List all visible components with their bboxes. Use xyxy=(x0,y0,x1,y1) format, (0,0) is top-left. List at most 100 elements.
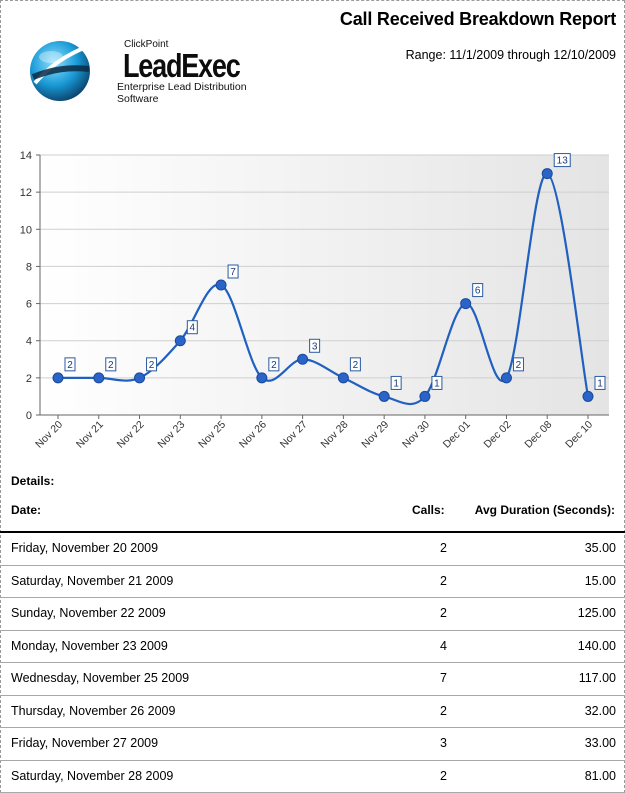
data-label: 2 xyxy=(149,360,155,371)
row-calls: 2 xyxy=(440,768,447,783)
data-label: 2 xyxy=(353,360,359,371)
x-tick-label: Dec 01 xyxy=(441,419,473,451)
data-label: 1 xyxy=(393,378,399,389)
table-row: Sunday, November 22 2009 2 125.00 xyxy=(0,598,625,631)
data-point xyxy=(297,353,309,365)
y-tick-label: 10 xyxy=(20,224,32,236)
data-point xyxy=(582,390,594,402)
data-point xyxy=(256,372,268,384)
y-tick-label: 0 xyxy=(26,410,32,422)
report-range: Range: 11/1/2009 through 12/10/2009 xyxy=(405,48,616,62)
details-label: Details: xyxy=(11,474,55,488)
data-label: 2 xyxy=(516,360,522,371)
data-label: 1 xyxy=(597,378,603,389)
data-point xyxy=(419,390,431,402)
row-calls: 7 xyxy=(440,671,447,685)
data-label: 7 xyxy=(230,267,236,278)
y-tick-label: 14 xyxy=(20,150,32,162)
row-date: Wednesday, November 25 2009 xyxy=(11,671,190,685)
x-tick-label: Nov 28 xyxy=(318,419,350,451)
row-duration: 140.00 xyxy=(577,638,616,653)
x-tick-label: Nov 27 xyxy=(278,419,310,451)
row-date: Sunday, November 22 2009 xyxy=(11,606,166,620)
data-point xyxy=(134,372,146,384)
leadexec-logo: ClickPoint LeadExec Enterprise Lead Dist… xyxy=(29,39,289,105)
row-date: Thursday, November 26 2009 xyxy=(11,703,176,718)
data-label-box xyxy=(227,264,239,279)
row-duration: 33.00 xyxy=(584,736,616,750)
row-calls: 4 xyxy=(440,638,447,653)
table-row: Saturday, November 21 2009 2 15.00 xyxy=(0,566,625,598)
y-tick-label: 12 xyxy=(20,187,32,199)
table-row: Wednesday, November 25 2009 7 117.00 xyxy=(0,663,625,696)
row-duration: 15.00 xyxy=(584,573,616,588)
x-tick-label: Dec 10 xyxy=(563,419,595,451)
logo-tagline: Enterprise Lead Distribution Software xyxy=(117,81,247,105)
data-label-box xyxy=(553,153,571,168)
data-label-box xyxy=(512,357,524,372)
y-tick-label: 8 xyxy=(26,261,32,273)
data-label: 2 xyxy=(271,360,277,371)
duration-column-header: Avg Duration (Seconds): xyxy=(474,503,615,517)
data-label: 2 xyxy=(67,360,73,371)
table-row: Friday, November 20 2009 2 35.00 xyxy=(0,533,625,566)
data-label-box xyxy=(390,375,402,390)
data-label-box xyxy=(431,375,443,390)
y-tick-label: 4 xyxy=(26,336,32,348)
data-label: 3 xyxy=(312,341,318,352)
data-point xyxy=(337,372,349,384)
x-tick-label: Nov 20 xyxy=(33,419,65,451)
row-calls: 3 xyxy=(440,736,447,750)
data-point xyxy=(215,279,227,291)
x-tick-label: Nov 22 xyxy=(115,419,147,451)
data-point xyxy=(52,372,64,384)
data-label: 13 xyxy=(557,156,569,167)
row-date: Friday, November 20 2009 xyxy=(11,541,159,555)
data-point xyxy=(174,335,186,347)
row-duration: 81.00 xyxy=(584,768,616,783)
logo-brand: ClickPoint xyxy=(124,39,169,50)
header-rule xyxy=(0,531,625,533)
date-column-header: Date: xyxy=(11,503,42,517)
row-duration: 35.00 xyxy=(584,541,616,555)
table-row: Monday, November 23 2009 4 140.00 xyxy=(0,631,625,663)
data-point xyxy=(500,372,512,384)
x-tick-label: Dec 02 xyxy=(482,419,514,451)
data-label: 6 xyxy=(475,286,481,297)
data-point xyxy=(541,168,553,180)
details-table: Friday, November 20 2009 2 35.00 Saturda… xyxy=(0,533,625,793)
data-label: 4 xyxy=(190,323,196,334)
row-date: Monday, November 23 2009 xyxy=(11,638,168,653)
logo-name: LeadExec xyxy=(123,47,241,84)
x-tick-label: Nov 30 xyxy=(400,419,432,451)
x-tick-label: Nov 23 xyxy=(155,419,187,451)
x-tick-label: Dec 08 xyxy=(522,419,554,451)
x-tick-label: Nov 25 xyxy=(196,419,228,451)
table-row: Friday, November 27 2009 3 33.00 xyxy=(0,728,625,761)
calls-column-header: Calls: xyxy=(412,503,445,517)
data-label-box xyxy=(64,357,76,372)
data-label: 1 xyxy=(434,378,440,389)
data-point xyxy=(460,298,472,310)
data-label-box xyxy=(472,283,484,298)
table-row: Saturday, November 28 2009 2 81.00 xyxy=(0,761,625,793)
table-row: Thursday, November 26 2009 2 32.00 xyxy=(0,696,625,728)
data-label-box xyxy=(309,338,321,353)
row-calls: 2 xyxy=(440,606,447,620)
row-date: Friday, November 27 2009 xyxy=(11,736,159,750)
report-title: Call Received Breakdown Report xyxy=(339,9,616,29)
x-tick-label: Nov 21 xyxy=(74,419,106,451)
globe-logo-icon xyxy=(30,41,92,101)
data-label-box xyxy=(146,357,158,372)
row-calls: 2 xyxy=(440,541,447,555)
y-tick-label: 6 xyxy=(26,299,32,311)
data-label-box xyxy=(268,357,280,372)
data-label-box xyxy=(594,375,606,390)
row-duration: 32.00 xyxy=(584,703,616,718)
row-duration: 125.00 xyxy=(577,606,616,620)
series-line xyxy=(58,172,590,406)
row-date: Saturday, November 21 2009 xyxy=(11,573,174,588)
data-point xyxy=(378,390,390,402)
y-tick-label: 2 xyxy=(26,373,32,385)
